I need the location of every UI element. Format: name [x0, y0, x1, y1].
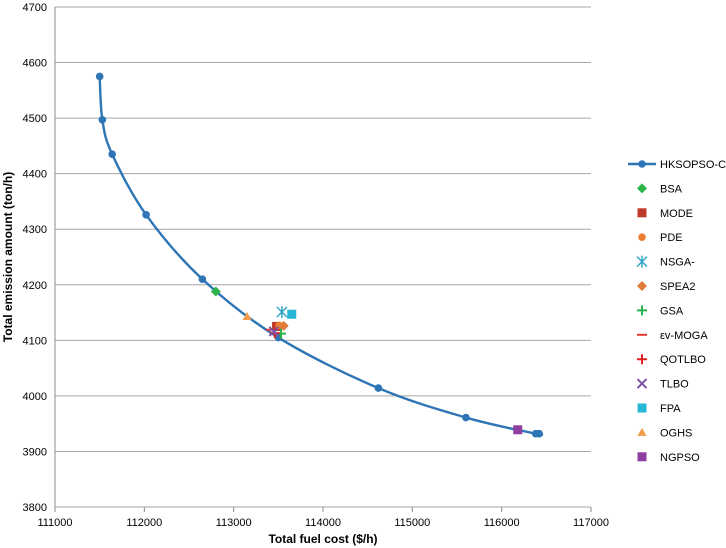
y-tick-label: 4700 — [23, 2, 47, 14]
legend-label: MODE — [660, 208, 693, 220]
x-tick-label: 111000 — [37, 517, 72, 529]
legend-swatch-marker — [637, 354, 647, 365]
legend-item: HKSOPSO-CP — [628, 159, 726, 171]
point-spea2 — [278, 320, 289, 331]
x-tick-label: 113000 — [216, 517, 252, 529]
legend-item: NGPSO — [637, 452, 700, 464]
legend-label: NGPSO — [660, 452, 700, 464]
legend-label: HKSOPSO-CP — [660, 159, 726, 171]
y-tick-label: 4200 — [23, 280, 47, 292]
legend-item: BSA — [637, 183, 683, 195]
gridlines — [55, 6, 591, 508]
pareto-point — [108, 150, 116, 159]
legend-label: QOTLBO — [660, 354, 706, 366]
legend-swatch-marker — [638, 233, 646, 241]
y-tick-label: 3900 — [23, 446, 47, 458]
legend-swatch-marker — [637, 281, 647, 291]
tick-labels: 3800 3900 4000 4100 4200 4300 4400 4500 4600 4700… — [23, 2, 609, 529]
legend-swatch-marker — [636, 378, 648, 389]
legend: HKSOPSO-CP BSA MODE PDE NSGA- SPEA2 GSA εv-MOGA… — [628, 159, 726, 464]
y-tick-label: 4500 — [23, 113, 47, 125]
legend-item: TLBO — [636, 378, 689, 391]
legend-label: NSGA- — [660, 257, 695, 269]
legend-label: BSA — [660, 183, 683, 195]
x-axis-title: Total fuel cost ($/h) — [268, 532, 377, 546]
point-ngpso — [513, 425, 523, 435]
legend-item: GSA — [637, 305, 684, 317]
legend-label: εv-MOGA — [660, 330, 708, 342]
y-tick-label: 4100 — [23, 335, 47, 347]
pareto-front-line — [98, 76, 544, 437]
legend-item: OGHS — [637, 427, 692, 439]
axes — [54, 7, 592, 512]
legend-item: NSGA- — [636, 255, 695, 269]
legend-swatch-marker — [637, 305, 647, 316]
y-tick-label: 4300 — [23, 224, 47, 236]
legend-label: OGHS — [660, 427, 692, 439]
pareto-point — [462, 413, 470, 422]
x-tick-label: 114000 — [305, 517, 341, 529]
y-tick-label: 4000 — [23, 391, 47, 403]
legend-item: QOTLBO — [637, 354, 706, 366]
y-tick-label: 4600 — [23, 58, 47, 70]
legend-item: PDE — [638, 232, 683, 244]
pareto-point — [95, 72, 104, 81]
pareto-point — [142, 210, 150, 219]
legend-swatch-marker — [637, 183, 647, 194]
legend-item: FPA — [637, 403, 681, 415]
legend-label: FPA — [660, 403, 681, 415]
legend-label: GSA — [660, 305, 684, 317]
pareto-point — [535, 429, 543, 438]
point-bsa — [210, 286, 221, 297]
data-markers — [210, 286, 523, 435]
legend-swatch-marker — [638, 160, 646, 168]
legend-swatch-marker — [637, 403, 647, 413]
x-tick-label: 116000 — [484, 517, 520, 529]
legend-swatch-marker — [637, 452, 647, 462]
x-tick-label: 115000 — [394, 517, 430, 529]
pareto-point — [198, 275, 207, 284]
x-tick-label: 112000 — [126, 517, 162, 529]
legend-label: SPEA2 — [660, 281, 695, 293]
legend-swatch-marker — [636, 255, 648, 268]
point-nsga- — [276, 306, 288, 318]
pareto-point — [374, 384, 383, 392]
legend-swatch-marker — [637, 427, 647, 436]
pareto-point — [98, 115, 107, 124]
legend-label: TLBO — [660, 379, 689, 391]
point-tlbo — [268, 326, 280, 337]
y-axis-title: Total emission amount (ton/h) — [1, 172, 15, 342]
point-fpa — [287, 309, 297, 319]
y-tick-label: 4400 — [23, 169, 47, 181]
y-tick-label: 3800 — [23, 502, 47, 514]
x-tick-label: 117000 — [573, 517, 609, 529]
legend-swatch-marker — [637, 208, 647, 218]
legend-label: PDE — [660, 232, 683, 244]
legend-item: SPEA2 — [637, 281, 695, 293]
legend-item: MODE — [637, 208, 693, 220]
legend-item: εv-MOGA — [637, 330, 708, 342]
pareto-curve — [95, 72, 544, 438]
point-oghs — [242, 311, 252, 320]
